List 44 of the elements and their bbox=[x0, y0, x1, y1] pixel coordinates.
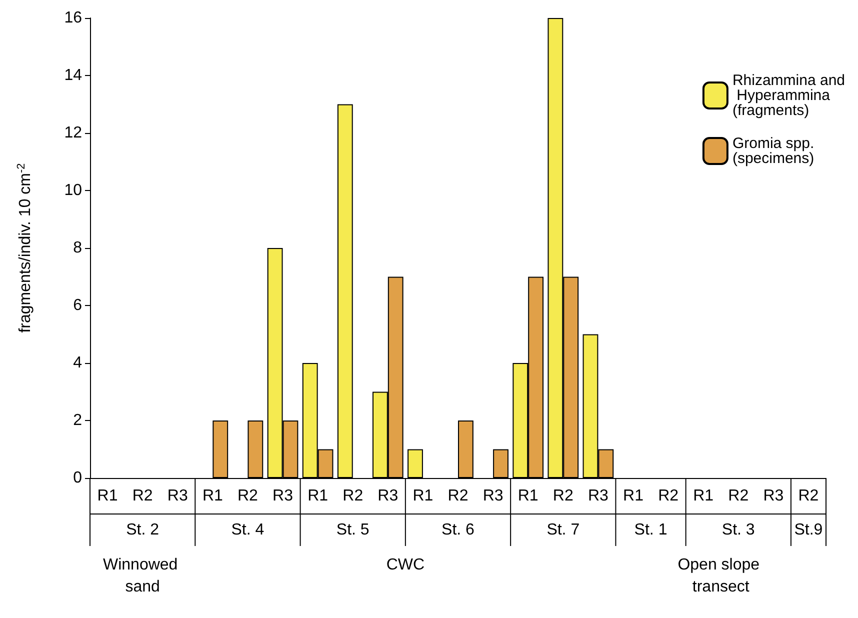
x-tick-label: R1 bbox=[308, 488, 328, 504]
x-tick-label: R1 bbox=[412, 488, 434, 504]
text: Open slope transect bbox=[678, 556, 764, 596]
y-axis-title: fragments/indiv. 10 cm-2 bbox=[16, 163, 34, 333]
x-tick-label: R2 bbox=[552, 488, 574, 504]
text: CWC bbox=[386, 556, 425, 574]
x-tick-label: R3 bbox=[482, 488, 504, 504]
text: St. 7 bbox=[546, 522, 580, 538]
text: St. 5 bbox=[336, 522, 370, 538]
text: St. 3 bbox=[722, 522, 755, 538]
x-tick-label: R3 bbox=[588, 488, 609, 504]
x-tick-label: R2 bbox=[658, 488, 679, 504]
x-tick-label: R3 bbox=[763, 488, 784, 504]
y-tick-label: 0 bbox=[73, 470, 82, 486]
text: St.9 bbox=[794, 522, 823, 538]
x-tick-label: R2 bbox=[342, 488, 364, 504]
x-tick-label: R1 bbox=[202, 488, 223, 504]
x-tick-label: R3 bbox=[378, 488, 398, 504]
x-tick-label: R2 bbox=[728, 488, 749, 504]
x-tick-label: R2 bbox=[798, 488, 819, 504]
text: St. 4 bbox=[231, 522, 264, 538]
y-tick-label: 2 bbox=[73, 412, 82, 429]
y-tick-label: 8 bbox=[73, 240, 82, 256]
text: St. 6 bbox=[442, 522, 475, 538]
x-tick-label: R1 bbox=[518, 488, 538, 504]
x-tick-label: R1 bbox=[693, 488, 714, 504]
x-tick-label: R1 bbox=[623, 488, 644, 504]
x-tick-label: R3 bbox=[272, 488, 294, 504]
x-tick-label: R2 bbox=[448, 488, 468, 504]
x-tick-label: R1 bbox=[97, 488, 118, 504]
y-tick-label: 6 bbox=[73, 297, 82, 314]
y-tick-label: 16 bbox=[64, 10, 82, 26]
text: St. 1 bbox=[634, 522, 668, 538]
legend-label: Rhizammina and Hyperammina (fragments) bbox=[732, 72, 846, 119]
y-tick-label: 4 bbox=[73, 354, 82, 372]
y-tick-label: 14 bbox=[64, 67, 82, 84]
y-tick-label: 12 bbox=[64, 124, 82, 142]
legend-label: Gromia spp. (specimens) bbox=[732, 135, 818, 167]
y-tick-label: 10 bbox=[64, 182, 82, 199]
text: Winnowed sand bbox=[102, 556, 182, 596]
x-tick-label: R2 bbox=[237, 488, 258, 504]
x-tick-label: R3 bbox=[167, 488, 188, 504]
x-tick-label: R2 bbox=[132, 488, 153, 504]
text: St. 2 bbox=[126, 522, 160, 538]
